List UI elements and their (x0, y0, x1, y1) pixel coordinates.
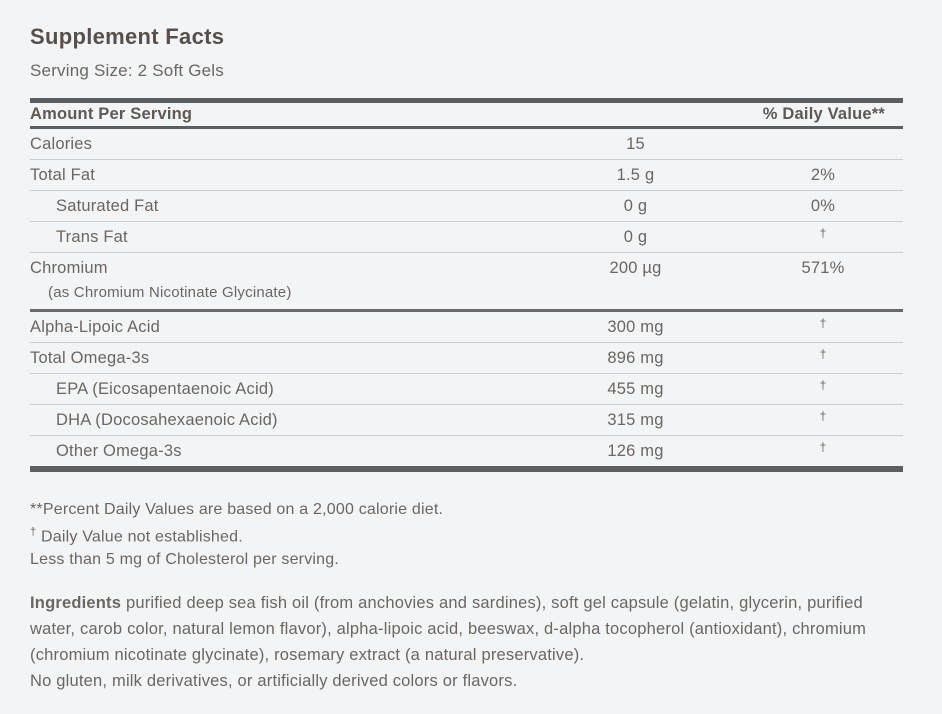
ingredients-text: purified deep sea fish oil (from anchovi… (30, 594, 867, 665)
nutrient-daily-value: † (819, 378, 827, 392)
facts-table: Amount Per Serving % Daily Value** Calor… (30, 98, 903, 472)
table-row: Chromium 200 µg 571% (as Chromium Nicoti… (30, 253, 903, 312)
footnotes: **Percent Daily Values are based on a 2,… (30, 498, 903, 571)
nutrient-amount: 15 (626, 134, 645, 153)
amount-per-serving-header: Amount Per Serving (30, 105, 193, 123)
nutrient-name: Total Omega-3s (30, 348, 150, 367)
nutrient-daily-value: 571% (801, 258, 845, 277)
nutrient-name: Chromium (30, 258, 108, 277)
footnote-percent-daily-values: **Percent Daily Values are based on a 2,… (30, 501, 444, 518)
table-bottom-bar (30, 466, 903, 472)
nutrient-name: Trans Fat (56, 227, 128, 246)
nutrient-amount: 455 mg (607, 379, 664, 398)
facts-table-body: Calories 15 Total Fat 1.5 g 2% Saturated… (30, 129, 903, 466)
table-row: DHA (Docosahexaenoic Acid) 315 mg † (30, 405, 903, 436)
nutrient-subtext: (as Chromium Nicotinate Glycinate) (48, 284, 292, 301)
nutrient-amount: 0 g (623, 196, 648, 215)
page-title: Supplement Facts (30, 24, 225, 49)
nutrient-amount: 126 mg (607, 441, 664, 460)
footnote-cholesterol: Less than 5 mg of Cholesterol per servin… (30, 551, 340, 569)
nutrient-amount: 1.5 g (616, 165, 655, 184)
nutrient-amount: 0 g (623, 227, 648, 246)
nutrient-name: DHA (Docosahexaenoic Acid) (56, 410, 278, 429)
allergen-statement: No gluten, milk derivatives, or artifici… (30, 672, 518, 691)
nutrient-name: Alpha-Lipoic Acid (30, 317, 160, 336)
footnote-daily-value-not-established: † Daily Value not established. (30, 526, 243, 546)
nutrient-daily-value: † (819, 440, 827, 454)
daily-value-header: % Daily Value** (762, 105, 885, 123)
nutrient-name: Calories (30, 134, 93, 153)
table-row: EPA (Eicosapentaenoic Acid) 455 mg † (30, 374, 903, 405)
table-row: Saturated Fat 0 g 0% (30, 191, 903, 222)
table-row: Calories 15 (30, 129, 903, 160)
supplement-facts-panel: Supplement Facts Serving Size: 2 Soft Ge… (30, 24, 903, 694)
nutrient-amount: 200 µg (609, 258, 662, 277)
ingredients-label: Ingredients (30, 594, 122, 613)
table-row: Total Fat 1.5 g 2% (30, 160, 903, 191)
serving-size: Serving Size: 2 Soft Gels (30, 61, 224, 80)
table-row: Trans Fat 0 g † (30, 222, 903, 253)
nutrient-amount: 315 mg (607, 410, 664, 429)
table-row: Total Omega-3s 896 mg † (30, 343, 903, 374)
ingredients-paragraph: Ingredients purified deep sea fish oil (… (30, 590, 903, 694)
nutrient-name: Saturated Fat (56, 196, 159, 215)
nutrient-amount: 300 mg (607, 317, 664, 336)
nutrient-amount: 896 mg (607, 348, 664, 367)
nutrient-daily-value: 2% (810, 165, 836, 184)
nutrient-daily-value: † (819, 347, 827, 361)
table-row: Other Omega-3s 126 mg † (30, 436, 903, 466)
nutrient-daily-value: † (819, 226, 827, 240)
table-row: Alpha-Lipoic Acid 300 mg † (30, 312, 903, 343)
facts-table-header: Amount Per Serving % Daily Value** (30, 98, 903, 129)
nutrient-name: Other Omega-3s (56, 441, 182, 460)
nutrient-name: Total Fat (30, 165, 96, 184)
nutrient-daily-value: 0% (810, 196, 836, 215)
nutrient-daily-value: † (819, 409, 827, 423)
dagger-symbol: † (30, 526, 37, 538)
nutrient-name: EPA (Eicosapentaenoic Acid) (56, 379, 274, 398)
nutrient-daily-value: † (819, 316, 827, 330)
